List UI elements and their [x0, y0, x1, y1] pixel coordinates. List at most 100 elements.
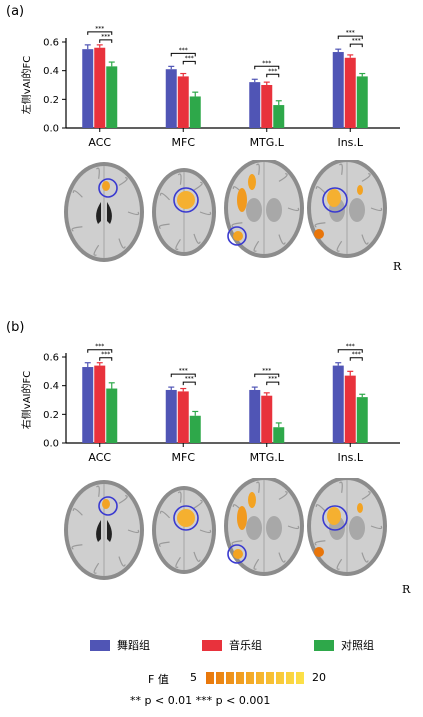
- significance-stars: ***: [268, 376, 277, 383]
- f-value-gradient: [206, 672, 306, 684]
- brain-sulcus: [193, 233, 201, 244]
- significance-bracket: [170, 52, 196, 57]
- activation-blob: [327, 189, 341, 207]
- brain-sulcus: [193, 551, 201, 562]
- activation-blob: [237, 188, 247, 212]
- bar: [249, 82, 261, 128]
- significance-stars: ***: [352, 351, 361, 358]
- brain-sulcus: [287, 207, 300, 212]
- brain-sulcus: [278, 173, 288, 182]
- bar: [344, 57, 356, 129]
- brain-sulcus: [199, 211, 212, 216]
- bar: [261, 85, 273, 128]
- bar: [94, 365, 106, 443]
- brain-sulcus: [231, 222, 243, 228]
- brain-sulcus: [199, 529, 212, 534]
- significance-bracket: [266, 381, 280, 386]
- ventricle: [107, 520, 112, 542]
- brain-sulcus: [339, 481, 343, 493]
- brain-sulcus: [118, 556, 126, 567]
- brain-slice: [224, 478, 304, 576]
- brain-sulcus: [96, 485, 100, 497]
- brain-slice: [152, 168, 216, 256]
- significance-bracket: [170, 373, 196, 378]
- activation-blob: [327, 507, 341, 525]
- f-value-colorbar: F 值 5 20: [148, 671, 348, 687]
- brain-sulcus: [177, 173, 182, 185]
- brain-sulcus: [256, 481, 260, 493]
- brain-sulcus: [96, 167, 100, 179]
- bar: [82, 49, 94, 128]
- x-tick-label: ACC: [88, 451, 111, 464]
- significance-stars: ***: [95, 25, 104, 32]
- significance-bracket: [349, 357, 363, 361]
- bar: [332, 52, 344, 128]
- significance-bracket: [337, 349, 363, 353]
- brain-sulcus: [159, 192, 171, 201]
- brain-sulcus: [127, 211, 140, 216]
- y-tick-label: 0.6: [43, 38, 59, 49]
- roi-circle: [227, 226, 247, 246]
- f-value-title: F 值: [148, 673, 169, 686]
- brain-images-a: [64, 160, 387, 262]
- brain-sulcus: [93, 562, 100, 574]
- significance-bracket: [87, 349, 113, 353]
- significance-bracket: [337, 35, 363, 40]
- bar: [94, 47, 106, 128]
- roi-circle: [173, 187, 199, 213]
- brain-sulcus: [158, 223, 170, 229]
- significance-bracket: [349, 43, 363, 48]
- significance-stars: ***: [95, 343, 104, 350]
- activation-blob: [248, 492, 256, 508]
- roi-circle: [322, 505, 348, 531]
- activation-blob: [177, 191, 195, 209]
- bar: [356, 397, 368, 443]
- brain-sulcus: [175, 238, 181, 250]
- brain-sulcus: [253, 240, 260, 252]
- legend-swatch-control: [314, 639, 334, 651]
- brain-sulcus: [278, 552, 286, 563]
- brain-sulcus: [193, 499, 203, 509]
- significance-stars: ***: [262, 60, 271, 67]
- brain-sulcus: [315, 504, 326, 512]
- activation-blob: [248, 174, 256, 190]
- x-tick-label: MTG.L: [250, 136, 285, 149]
- brain-slice: [64, 162, 144, 262]
- brain-sulcus: [253, 558, 260, 570]
- y-tick-label: 0.4: [43, 66, 59, 77]
- brain-sulcus: [127, 529, 140, 534]
- bar: [82, 367, 94, 443]
- right-side-marker-a: R: [393, 260, 402, 273]
- ventricle: [96, 520, 101, 542]
- bar: [106, 388, 118, 443]
- brain-sulcus: [336, 558, 343, 570]
- legend-label-control: 对照组: [341, 639, 374, 652]
- y-tick-label: 0.2: [43, 95, 59, 106]
- x-tick-label: ACC: [88, 136, 111, 149]
- brain-sulcus: [361, 234, 369, 245]
- roi-circle: [227, 544, 247, 564]
- x-tick-label: MFC: [172, 136, 196, 149]
- significance-stars: ***: [101, 351, 110, 358]
- brain-sulcus: [287, 525, 300, 530]
- significance-stars: ***: [352, 38, 361, 45]
- significance-bracket: [254, 65, 280, 70]
- activation-blob: [177, 509, 195, 527]
- brain-slice: [307, 478, 387, 576]
- roi-circle: [98, 496, 118, 516]
- significance-stars: ***: [185, 376, 194, 383]
- activation-blob: [237, 506, 247, 530]
- significance-stars: ***: [268, 68, 277, 75]
- thalamus: [246, 198, 262, 222]
- brain-sulcus: [72, 508, 83, 516]
- activation-blob: [102, 181, 110, 191]
- group-legend: 舞蹈组 音乐组 对照组: [90, 638, 390, 654]
- bar: [344, 375, 356, 443]
- bar: [177, 76, 189, 128]
- significance-bracket: [266, 73, 280, 78]
- brain-sulcus: [118, 177, 128, 186]
- brain-sulcus: [361, 491, 371, 500]
- y-axis-label: 左侧vAI的FC: [20, 56, 33, 114]
- significance-bracket: [182, 60, 196, 65]
- brain-sulcus: [361, 552, 369, 563]
